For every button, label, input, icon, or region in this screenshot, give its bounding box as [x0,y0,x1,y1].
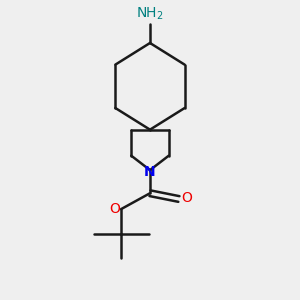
Text: N: N [144,165,156,178]
Text: O: O [182,190,192,205]
Text: NH$_2$: NH$_2$ [136,5,164,22]
Text: O: O [109,202,120,216]
